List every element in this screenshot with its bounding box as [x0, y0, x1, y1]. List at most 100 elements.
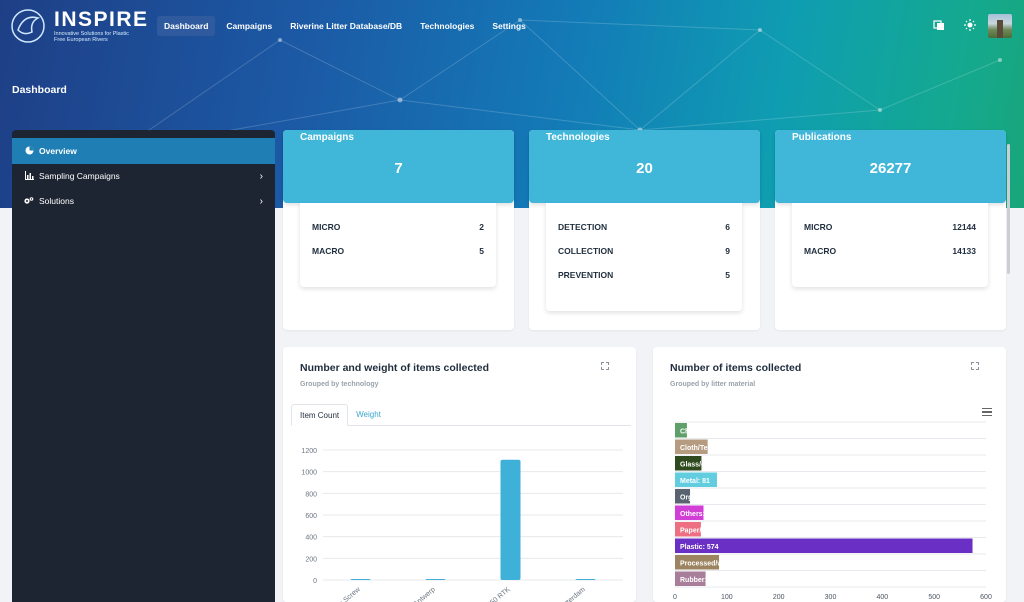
translate-icon[interactable]: [933, 19, 945, 31]
bar: [675, 472, 717, 487]
bar: [425, 579, 446, 580]
breakdown-row: MICRO 2: [312, 222, 484, 232]
tab-item-count[interactable]: Item Count: [291, 404, 349, 426]
app-name: INSPIRE: [54, 8, 149, 31]
technology-bar-chart: 0 200 400 600 800 1000 1200 Drum Screw …s in Ant…: [301, 448, 623, 602]
bar: [675, 423, 687, 438]
y-tick-label: 1000: [301, 470, 317, 477]
nav-settings[interactable]: Settings: [492, 21, 526, 31]
x-tick-label: 0: [673, 594, 677, 599]
breakdown-row: PREVENTION 5: [558, 270, 730, 280]
bar: [675, 555, 720, 570]
inspire-logo[interactable]: INSPIRE Innovative Solutions for Plastic…: [10, 6, 147, 46]
card-total: 20: [636, 160, 653, 177]
bar: [675, 439, 708, 454]
breakdown-row: DETECTION 6: [558, 222, 730, 232]
sidebar: Overview Sampling Campaigns › Solutions …: [12, 130, 275, 602]
data-label: Rubber: 59: [680, 577, 717, 584]
campaigns-card: Campaigns 7 MICRO 2 MACRO 5: [283, 130, 514, 330]
x-tick-label: 300: [825, 594, 837, 599]
sidebar-item-label: Overview: [39, 146, 77, 156]
main-nav: Dashboard Campaigns Riverine Litter Data…: [157, 16, 533, 36]
bar: [350, 579, 371, 580]
logo-mark-icon: [11, 9, 45, 43]
panel-title: Number of items collected: [670, 362, 802, 374]
data-label: Others: 55: [680, 511, 715, 518]
publications-card: Publications 26277 MICRO 12144 MACRO 14133: [775, 130, 1006, 330]
bar: [675, 522, 701, 537]
data-label: Processed/worked: 85: [680, 560, 754, 567]
x-tick-label: Drum Screw: [328, 586, 363, 602]
nav-riverine-litter-db[interactable]: Riverine Litter Database/DB: [290, 21, 403, 31]
technologies-card-header: Technologies 20: [529, 130, 760, 203]
bar-chart-icon: [24, 170, 34, 182]
card-total: 7: [394, 160, 403, 177]
x-tick-label: …OLI 550 RTK: [471, 586, 512, 602]
campaigns-card-header: Campaigns 7: [283, 130, 514, 203]
breakdown-row: MACRO 5: [312, 246, 484, 256]
chevron-right-icon: ›: [259, 170, 263, 182]
tab-weight[interactable]: Weight: [356, 410, 381, 419]
items-by-material-panel: Number of items collected Grouped by lit…: [653, 347, 1006, 602]
x-tick-label: 100: [721, 594, 733, 599]
sidebar-item-label: Sampling Campaigns: [39, 171, 120, 181]
fullscreen-icon[interactable]: [601, 362, 609, 370]
avatar[interactable]: [988, 14, 1012, 38]
pie-chart-icon: [24, 146, 34, 157]
data-label: Organic: 29: [680, 494, 719, 501]
sidebar-item-solutions[interactable]: Solutions ›: [12, 188, 275, 214]
breakdown-row: MICRO 12144: [804, 222, 976, 232]
data-label: Cloth/Textile: 63: [680, 445, 734, 452]
sidebar-item-sampling-campaigns[interactable]: Sampling Campaigns ›: [12, 163, 275, 189]
technologies-card: Technologies 20 DETECTION 6 COLLECTION 9 P…: [529, 130, 760, 330]
y-tick-label: 200: [305, 556, 317, 563]
bar: [675, 505, 704, 520]
nav-campaigns[interactable]: Campaigns: [226, 21, 273, 31]
nav-technologies[interactable]: Technologies: [420, 21, 475, 31]
fullscreen-icon[interactable]: [971, 362, 979, 370]
scrollbar-thumb[interactable]: [1007, 144, 1010, 274]
campaigns-breakdown: MICRO 2 MACRO 5: [300, 203, 496, 287]
publications-card-header: Publications 26277: [775, 130, 1006, 203]
x-tick-label: …s in Antwerp: [398, 586, 437, 602]
page-scrollbar[interactable]: [1006, 130, 1012, 602]
data-label: Chemicals: 23: [680, 428, 727, 435]
y-tick-label: 600: [305, 513, 317, 520]
app-tagline: Innovative Solutions for Plastic Free Eu…: [54, 31, 129, 43]
sidebar-item-label: Solutions: [39, 196, 74, 206]
top-navbar: INSPIRE Innovative Solutions for Plastic…: [0, 0, 1024, 50]
y-tick-label: 800: [305, 491, 317, 498]
panel-subtitle: Grouped by litter material: [670, 381, 756, 388]
chart-menu-icon[interactable]: [982, 408, 992, 416]
data-label: Paper/Cardboard: 50: [680, 527, 749, 534]
page-title: Dashboard: [12, 84, 67, 96]
data-label: Plastic: 574: [680, 544, 719, 551]
x-tick-label: …in Rotterdam: [546, 586, 587, 602]
panel-title: Number and weight of items collected: [300, 362, 490, 374]
sidebar-item-overview[interactable]: Overview: [12, 138, 275, 164]
breakdown-row: COLLECTION 9: [558, 246, 730, 256]
technologies-breakdown: DETECTION 6 COLLECTION 9 PREVENTION 5: [546, 203, 742, 311]
bar: [675, 538, 973, 553]
card-title: Publications: [792, 132, 852, 143]
cogs-icon: [24, 196, 34, 207]
chart-tabs: Item Count Weight: [291, 404, 631, 426]
material-bar-chart: 0 100 200 300 400 500 600 Chemicals: 23 Cloth/Te…: [673, 421, 992, 599]
x-tick-label: 500: [928, 594, 940, 599]
items-by-technology-panel: Number and weight of items collected Gro…: [283, 347, 636, 602]
data-label: Glass/ceramics: 51: [680, 461, 744, 468]
card-title: Technologies: [546, 132, 610, 143]
breakdown-row: MACRO 14133: [804, 246, 976, 256]
x-tick-label: 400: [876, 594, 888, 599]
y-tick-label: 400: [305, 535, 317, 542]
chevron-right-icon: ›: [259, 195, 263, 207]
card-title: Campaigns: [300, 132, 354, 143]
publications-breakdown: MICRO 12144 MACRO 14133: [792, 203, 988, 287]
sun-icon[interactable]: [964, 19, 976, 31]
card-total: 26277: [869, 160, 912, 177]
bar: [675, 571, 706, 586]
bar: [675, 489, 691, 504]
nav-dashboard[interactable]: Dashboard: [157, 16, 216, 36]
bar: [575, 579, 596, 580]
x-tick-label: 200: [773, 594, 785, 599]
